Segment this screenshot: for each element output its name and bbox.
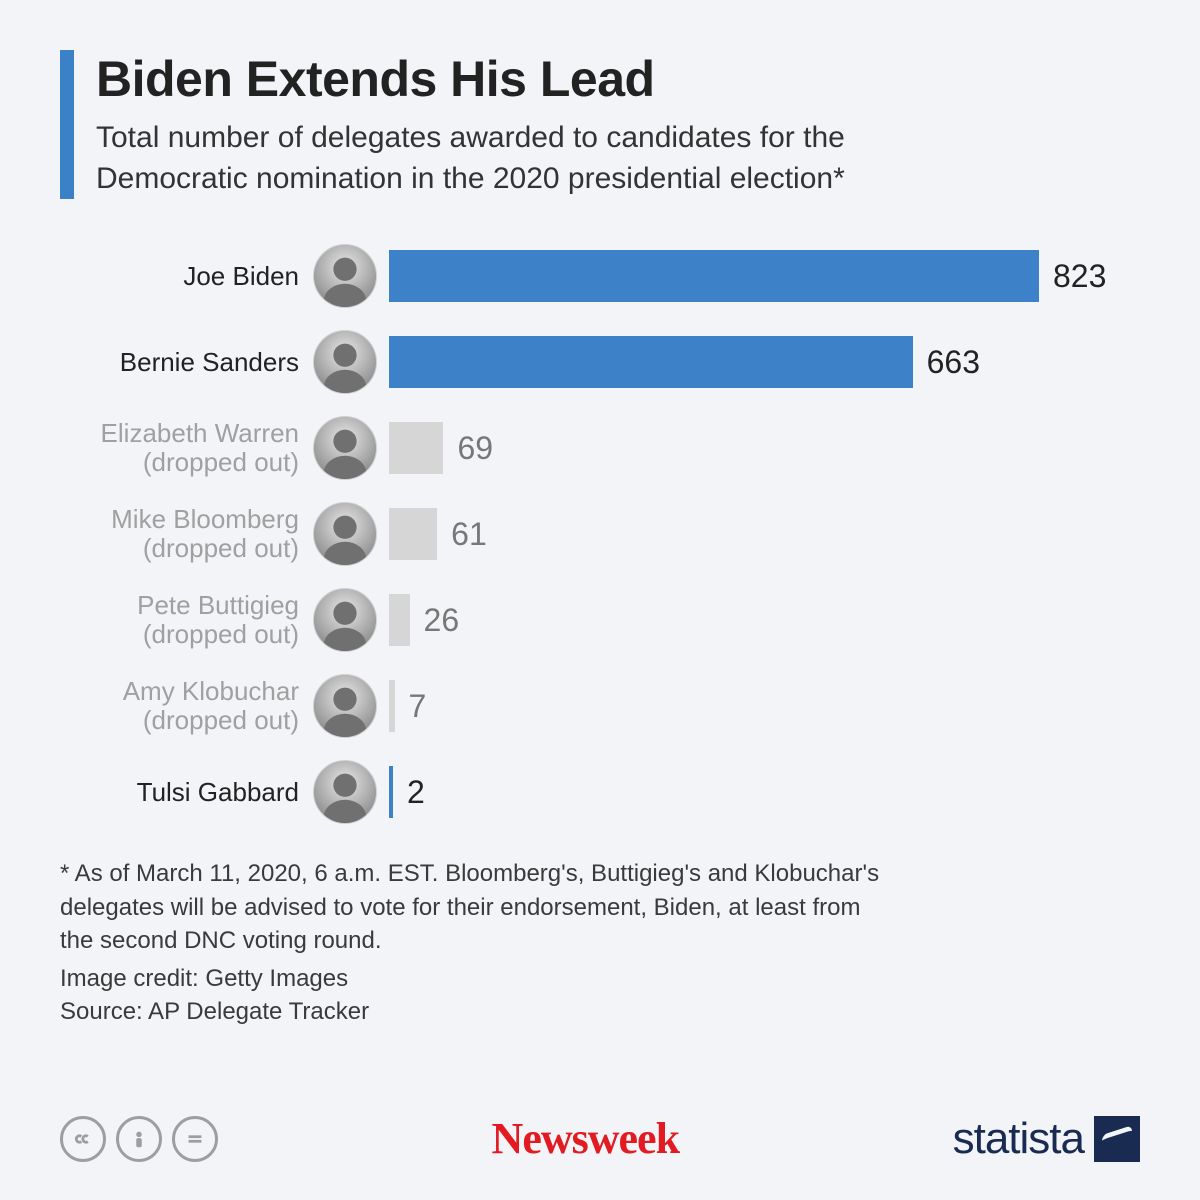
chart-title: Biden Extends His Lead [96,50,956,108]
candidate-label: Bernie Sanders [68,348,313,377]
footer: Newsweek statista [60,1113,1140,1164]
accent-bar [60,50,74,199]
header: Biden Extends His Lead Total number of d… [60,50,1140,199]
by-icon [116,1116,162,1162]
bar-row: Elizabeth Warren(dropped out) 69 [68,405,1140,491]
bar-value: 69 [457,430,493,467]
candidate-label: Joe Biden [68,262,313,291]
candidate-status: (dropped out) [68,448,299,477]
bar-wrap: 61 [389,508,1140,560]
candidate-name: Elizabeth Warren [101,418,299,448]
bar [389,508,437,560]
candidate-avatar [313,502,377,566]
header-text: Biden Extends His Lead Total number of d… [96,50,956,199]
statista-wave-icon [1094,1116,1140,1162]
nd-icon [172,1116,218,1162]
candidate-avatar [313,760,377,824]
candidate-avatar [313,416,377,480]
candidate-status: (dropped out) [68,620,299,649]
cc-license-icons [60,1116,218,1162]
bar [389,680,395,732]
candidate-name: Tulsi Gabbard [137,777,299,807]
bar [389,766,393,818]
bar-wrap: 7 [389,680,1140,732]
bar-row: Mike Bloomberg(dropped out) 61 [68,491,1140,577]
statista-logo: statista [953,1114,1140,1164]
bar-wrap: 663 [389,336,1140,388]
candidate-avatar [313,330,377,394]
bar-wrap: 26 [389,594,1140,646]
newsweek-logo: Newsweek [492,1113,680,1164]
bar-wrap: 2 [389,766,1140,818]
candidate-label: Tulsi Gabbard [68,778,313,807]
bar-wrap: 69 [389,422,1140,474]
bar [389,250,1039,302]
candidate-name: Joe Biden [183,261,299,291]
bar [389,336,913,388]
candidate-name: Bernie Sanders [120,347,299,377]
candidate-name: Amy Klobuchar [123,676,299,706]
bar-value: 663 [927,344,980,381]
bar-value: 7 [409,688,427,725]
bar-row: Tulsi Gabbard 2 [68,749,1140,835]
chart-subtitle: Total number of delegates awarded to can… [96,118,956,199]
bar [389,422,443,474]
bar-chart: Joe Biden 823 Bernie Sanders 663 Elizabeth W… [60,233,1140,835]
candidate-status: (dropped out) [68,706,299,735]
candidate-label: Pete Buttigieg(dropped out) [68,591,313,648]
candidate-label: Mike Bloomberg(dropped out) [68,505,313,562]
candidate-label: Amy Klobuchar(dropped out) [68,677,313,734]
bar [389,594,410,646]
bar-wrap: 823 [389,250,1140,302]
source-text: Source: AP Delegate Tracker [60,995,1140,1029]
candidate-avatar [313,588,377,652]
bar-row: Pete Buttigieg(dropped out) 26 [68,577,1140,663]
candidate-avatar [313,674,377,738]
candidate-status: (dropped out) [68,534,299,563]
bar-row: Bernie Sanders 663 [68,319,1140,405]
bar-value: 26 [424,602,460,639]
candidate-name: Mike Bloomberg [111,504,299,534]
bar-value: 823 [1053,258,1106,295]
bar-row: Joe Biden 823 [68,233,1140,319]
statista-text: statista [953,1114,1084,1164]
bar-value: 61 [451,516,487,553]
footnote-text: * As of March 11, 2020, 6 a.m. EST. Bloo… [60,857,1140,958]
image-credit: Image credit: Getty Images [60,962,1140,996]
bar-row: Amy Klobuchar(dropped out) 7 [68,663,1140,749]
bar-value: 2 [407,774,425,811]
candidate-avatar [313,244,377,308]
candidate-label: Elizabeth Warren(dropped out) [68,419,313,476]
cc-icon [60,1116,106,1162]
candidate-name: Pete Buttigieg [137,590,299,620]
